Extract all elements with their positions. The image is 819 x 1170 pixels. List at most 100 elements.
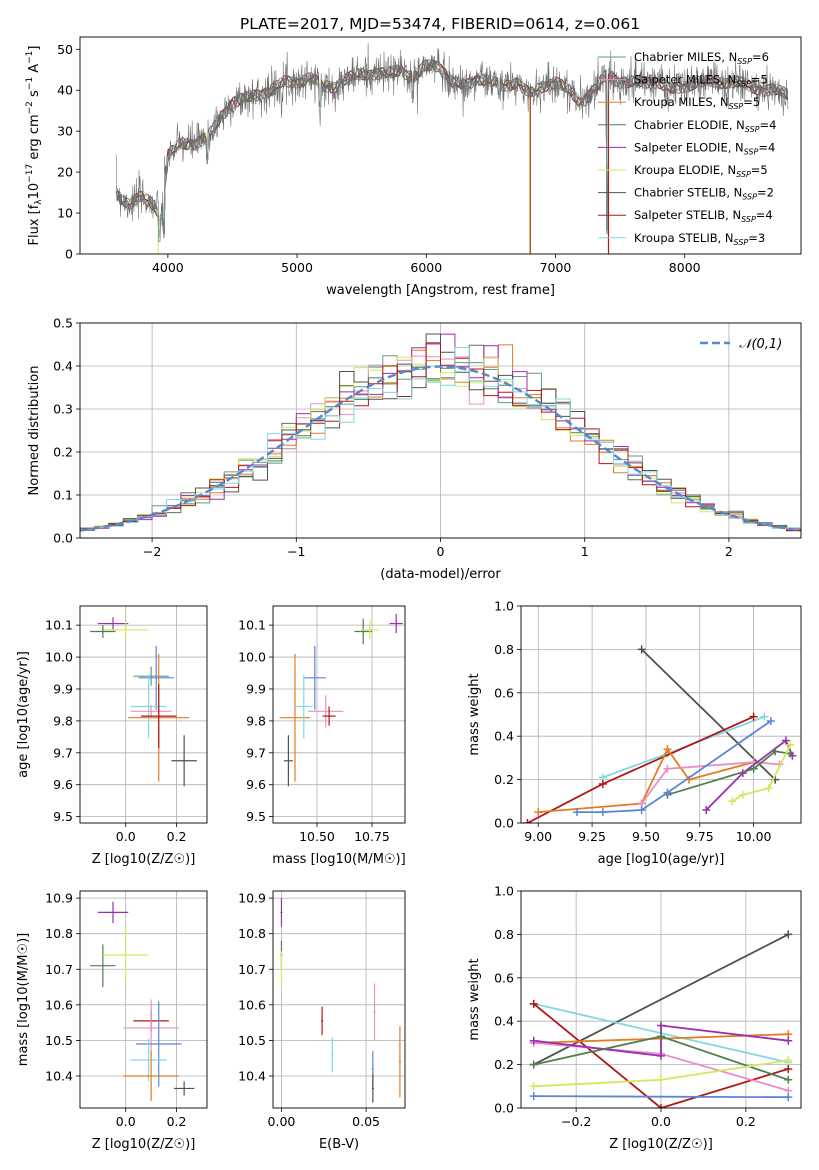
weight_vs_Z-ylabel: mass weight [467,958,482,1040]
weight_vs_age-xtick-label: 9.50 [632,829,660,844]
spectrum-ytick-label: 0 [65,247,73,262]
mass_vs_EBV-ytick-label: 10.5 [238,1033,266,1048]
spectrum-xtick-label: 6000 [410,260,442,275]
spectrum-ytick-label: 20 [57,165,73,180]
weight-point-marker [784,1036,793,1045]
mass_vs_EBV-ytick-label: 10.9 [238,891,266,906]
spectrum-xtick-label: 8000 [669,260,701,275]
residual-histogram-line [80,333,801,531]
weight-point-marker [749,764,758,773]
spectrum-plot-area [115,42,789,254]
age_vs_mass-xlabel: mass [log10(M/M☉)] [272,852,405,867]
legend-entry: Chabrier ELODIE, NSSP=4 [634,118,776,134]
age_vs_Z-frame [79,605,208,824]
weight_vs_age-xtick-label: 9.75 [686,829,714,844]
weight-point-marker [657,1021,665,1030]
weight-point-marker [657,1051,665,1060]
spectrum-xtick-label: 5000 [281,260,313,275]
mass_vs_Z-xtick-label: 0.2 [167,1114,187,1129]
figure-title: PLATE=2017, MJD=53474, FIBERID=0614, z=0… [240,15,640,33]
weight-point-marker [663,764,672,773]
weight-point-marker [766,717,775,726]
gaussian-curve [80,365,801,532]
weight-series-line [640,761,780,805]
residual-histogram-line [80,343,801,532]
weight_vs_Z-chart: −0.2 0.0 0.2 0.0 0.2 0.4 0.6 0.8 1.0 Z [log10(Z/Z… [467,884,802,1152]
weight_vs_Z-xtick-label: 0.2 [736,1114,756,1129]
age_vs_Z-ylabel: age [log10(age/yr)] [16,651,31,778]
weight-point-marker [784,930,793,939]
weight-series-line [577,720,772,813]
mass_vs_Z-ytick-label: 10.4 [45,1068,73,1083]
residuals-ytick-label: 0.4 [53,359,73,374]
weight_vs_age-xtick-label: 9.00 [524,829,552,844]
weight-point-marker [534,808,543,817]
mass_vs_EBV-ytick-label: 10.4 [238,1068,266,1083]
weight-point-marker [663,745,672,754]
mass_vs_Z-ylabel: mass [log10(M/M☉)] [16,933,31,1066]
legend-entry: Salpeter STELIB, NSSP=4 [634,208,773,224]
weight-point-marker [786,749,795,758]
weight-point-marker [598,779,607,788]
age_vs_mass-ytick-label: 9.9 [246,681,266,696]
mass_vs_EBV-plot-area [280,898,401,1103]
spectrum-chart: 4000 5000 6000 7000 8000 0 10 20 30 40 50 wavelengt… [25,36,802,298]
weight-point-marker [702,805,711,814]
spectrum-ytick-label: 10 [57,206,73,221]
weight-point-marker [784,1064,793,1073]
age_vs_mass-ytick-label: 10.1 [238,618,266,633]
spectrum-ytick-label: 50 [57,42,73,57]
weight-point-marker [657,1075,665,1084]
legend-entry: Kroupa ELODIE, NSSP=5 [634,163,768,179]
age_vs_Z-plot-area [90,617,197,787]
weight_vs_age-ylabel: mass weight [467,673,482,755]
weight_vs_age-ytick-label: 0.8 [494,642,514,657]
age_vs_mass-ytick-label: 9.5 [246,809,266,824]
mass_vs_EBV-ytick-label: 10.6 [238,997,266,1012]
mass_vs_EBV-xlabel: E(B-V) [319,1137,359,1152]
weight_vs_Z-xlabel: Z [log10(Z/Z☉)] [609,1137,713,1152]
residuals-frame [79,322,802,539]
weight-point-marker [781,736,790,745]
weight_vs_age-ytick-label: 0.2 [494,772,514,787]
age_vs_Z-ytick-label: 10.1 [45,618,73,633]
age_vs_Z-ytick-label: 9.6 [53,777,73,792]
weight_vs_Z-plot-area [529,930,793,1108]
age_vs_mass-ytick-label: 9.8 [246,713,266,728]
residuals-plot-area [80,333,801,532]
weight-point-marker [764,784,773,793]
age_vs_Z-ytick-label: 9.5 [53,809,73,824]
age_vs_mass-xtick-label: 10.50 [299,829,335,844]
weight-point-marker [657,1104,665,1108]
residuals-xtick-label: 1 [581,544,589,559]
spectrum-legend: Chabrier MILES, NSSP=6 Salpeter MILES, NS… [598,50,776,247]
weight_vs_Z-frame [520,890,802,1109]
residuals-chart: −2 −1 0 1 2 0.0 0.1 0.2 0.3 0.4 0.5 (data-model)/er… [27,316,802,582]
mass_vs_Z-xlabel: Z [log10(Z/Z☉)] [92,1137,196,1152]
age_vs_mass-grid [273,606,405,823]
weight_vs_Z-ytick-label: 0.8 [494,927,514,942]
mass_vs_EBV-ytick-label: 10.7 [238,962,266,977]
weight-point-marker [786,740,795,749]
plots-layer: 4000 5000 6000 7000 800001020304050wavelengt… [16,36,802,1152]
age_vs_Z-chart: 0.0 0.2 9.5 9.6 9.7 9.8 9.9 10.0 10.1 Z [log10(Z/… [16,605,208,867]
residuals-xtick-label: −1 [287,544,305,559]
weight-series-line [533,933,789,1066]
residuals-ytick-label: 0.1 [53,488,73,503]
mass_vs_Z-ytick-label: 10.8 [45,926,73,941]
mass_vs_Z-ytick-label: 10.5 [45,1033,73,1048]
weight_vs_age-chart: 9.00 9.25 9.50 9.75 10.00 0.0 0.2 0.4 0.6 0.8 1.0 a… [467,599,802,867]
mass_vs_EBV-chart: 0.00 0.05 10.4 10.5 10.6 10.7 10.8 10.9 E(B-V) [238,890,406,1152]
weight_vs_age-xlabel: age [log10(age/yr)] [598,852,725,867]
weight-point-marker [784,1093,793,1102]
legend-entry: Salpeter ELODIE, NSSP=4 [634,140,775,156]
age_vs_mass-xtick-label: 10.75 [354,829,390,844]
weight_vs_age-plot-area [523,645,797,823]
weight-point-marker [573,808,581,817]
spectrum-ylabel: Flux [fλ10−17 erg cm−2 s−1 A−1] [25,46,44,246]
weight_vs_age-ytick-label: 0.0 [494,816,514,831]
weight_vs_age-frame [520,605,802,824]
weight_vs_age-xtick-label: 9.25 [578,829,606,844]
age_vs_Z-xtick-label: 0.2 [167,829,187,844]
